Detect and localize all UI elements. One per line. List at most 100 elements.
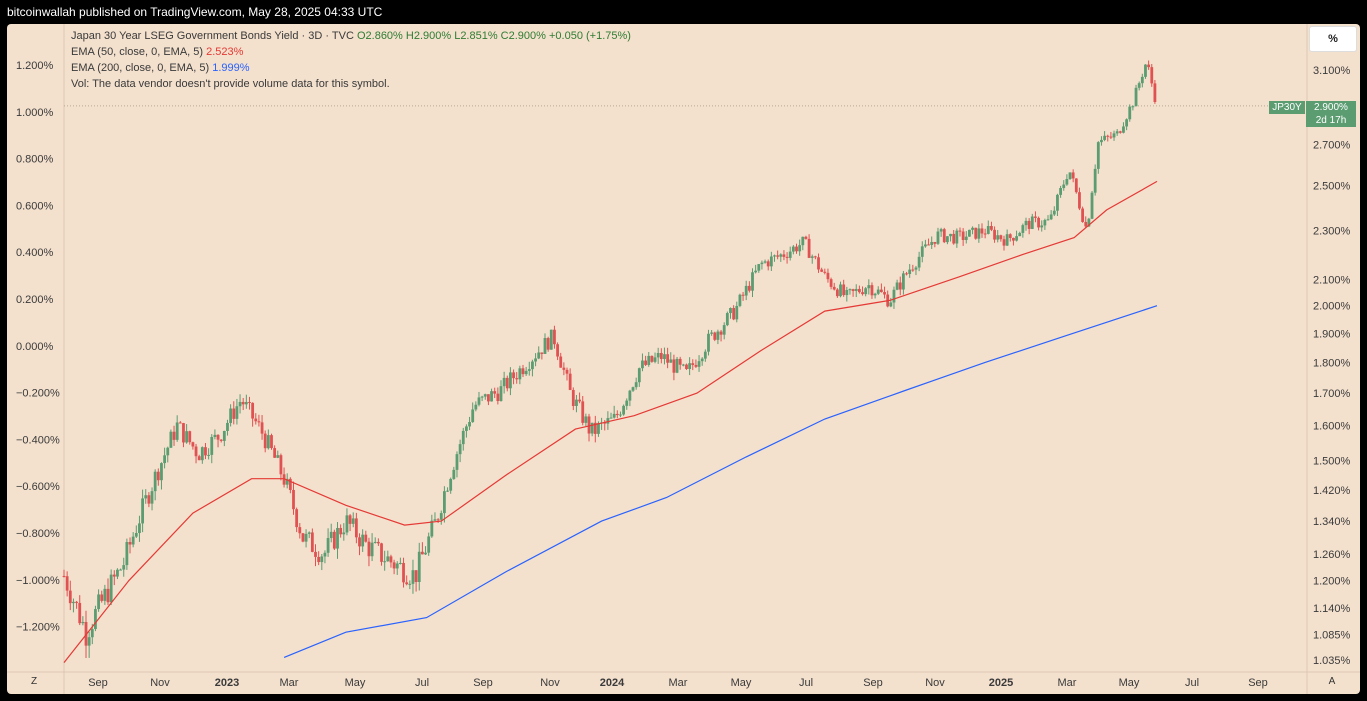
candle-body	[200, 447, 204, 461]
candle-body	[273, 448, 277, 458]
candle-body	[952, 233, 956, 244]
candle-body	[666, 354, 670, 363]
ema200-value: 1.999%	[212, 62, 250, 74]
candle-body	[128, 542, 132, 545]
candle-body	[87, 637, 91, 646]
candle-body	[1062, 184, 1066, 189]
candle-body	[628, 390, 632, 401]
right-axis-tick: 1.800%	[1313, 357, 1351, 369]
candle-body	[339, 527, 343, 535]
legend-ohlc: O2.860% H2.900% L2.851% C2.900% +0.050 (…	[356, 30, 631, 42]
auto-scale-button[interactable]: A	[1328, 676, 1336, 687]
candle-body	[754, 270, 758, 273]
candle-body	[729, 308, 732, 314]
candle-body	[1021, 225, 1025, 233]
candle-body	[1068, 172, 1072, 179]
candle-body	[936, 231, 940, 244]
candle-body	[678, 358, 682, 365]
right-axis-tick: 2.700%	[1313, 139, 1351, 151]
percent-scale-button[interactable]: %	[1309, 26, 1357, 52]
candle-body	[144, 495, 148, 499]
x-axis-tick: 2023	[215, 677, 239, 689]
candle-body	[612, 413, 616, 418]
candle-body	[700, 358, 704, 362]
candle-body	[1147, 64, 1151, 68]
candle-body	[292, 489, 295, 510]
candle-body	[644, 360, 648, 365]
candle-body	[94, 609, 97, 630]
x-axis-tick: Mar	[669, 677, 688, 689]
candle-body	[1081, 208, 1084, 222]
left-axis-tick: −1.200%	[16, 622, 60, 634]
candle-body	[370, 542, 374, 557]
candle-body	[663, 354, 666, 360]
candle-body	[873, 293, 877, 296]
legend-ema50-row[interactable]: EMA (50, close, 0, EMA, 5) 2.523%	[71, 46, 243, 58]
candle-body	[1071, 172, 1075, 179]
candle-body	[587, 416, 591, 434]
candle-body	[939, 229, 943, 232]
zoom-button[interactable]: Z	[30, 676, 38, 687]
candle-body	[458, 444, 462, 455]
candle-body	[317, 556, 321, 563]
candle-body	[766, 261, 770, 267]
candle-body	[131, 536, 135, 545]
candle-body	[1034, 216, 1037, 218]
candle-body	[1115, 131, 1119, 134]
candle-body	[358, 537, 361, 547]
left-axis-tick: 0.000%	[16, 341, 54, 353]
candle-body	[722, 325, 726, 335]
candle-body	[62, 575, 66, 577]
candle-body	[993, 229, 996, 240]
candle-body	[883, 292, 886, 295]
candle-body	[175, 422, 179, 440]
candle-body	[851, 289, 855, 292]
candle-body	[310, 532, 314, 552]
candle-body	[1125, 119, 1129, 127]
candle-body	[933, 241, 937, 244]
candle-body	[634, 382, 638, 388]
chart-frame[interactable]: 1.200% 1.000% 0.800% 0.600% 0.400% 0.200% 0.00…	[7, 24, 1360, 694]
candle-body	[917, 256, 921, 268]
candle-body	[307, 532, 311, 534]
candle-body	[153, 471, 157, 492]
candle-body	[1109, 136, 1113, 138]
candle-body	[320, 556, 324, 563]
symbol-tag: JP30Y	[1269, 101, 1305, 114]
last-price-tag: 2.900% 2d 17h	[1306, 101, 1356, 127]
candle-body	[895, 282, 899, 290]
candle-body	[332, 531, 336, 549]
candle-body	[314, 551, 317, 557]
candle-body	[974, 227, 978, 239]
right-axis-tick: 1.140%	[1313, 603, 1351, 615]
candle-body	[427, 536, 431, 553]
candle-body	[295, 509, 299, 528]
candle-body	[68, 590, 72, 604]
candle-body	[90, 629, 94, 638]
left-axis-tick: 1.200%	[16, 60, 54, 72]
candle-body	[499, 386, 503, 402]
candle-body	[1100, 139, 1103, 143]
candle-body	[744, 285, 748, 296]
legend-ema200-row[interactable]: EMA (200, close, 0, EMA, 5) 1.999%	[71, 62, 250, 74]
candle-body	[1153, 83, 1157, 102]
price-chart[interactable]: 1.200% 1.000% 0.800% 0.600% 0.400% 0.200% 0.00…	[7, 24, 1360, 694]
candle-body	[832, 286, 836, 290]
candle-body	[380, 543, 383, 562]
candle-body	[496, 393, 500, 402]
candle-body	[169, 431, 173, 448]
x-axis-tick: May	[1119, 677, 1140, 689]
candle-body	[540, 352, 544, 354]
candle-body	[826, 272, 830, 280]
ema50-line	[63, 180, 1158, 663]
candle-body	[78, 602, 82, 624]
left-axis-tick: 0.400%	[16, 247, 54, 259]
candle-body	[1134, 87, 1138, 107]
candle-body	[298, 527, 302, 534]
candle-body	[609, 417, 613, 419]
candle-body	[590, 422, 594, 434]
candle-body	[222, 430, 226, 441]
candle-body	[597, 423, 600, 434]
bar-countdown: 2d 17h	[1315, 115, 1347, 126]
candle-body	[461, 430, 465, 445]
